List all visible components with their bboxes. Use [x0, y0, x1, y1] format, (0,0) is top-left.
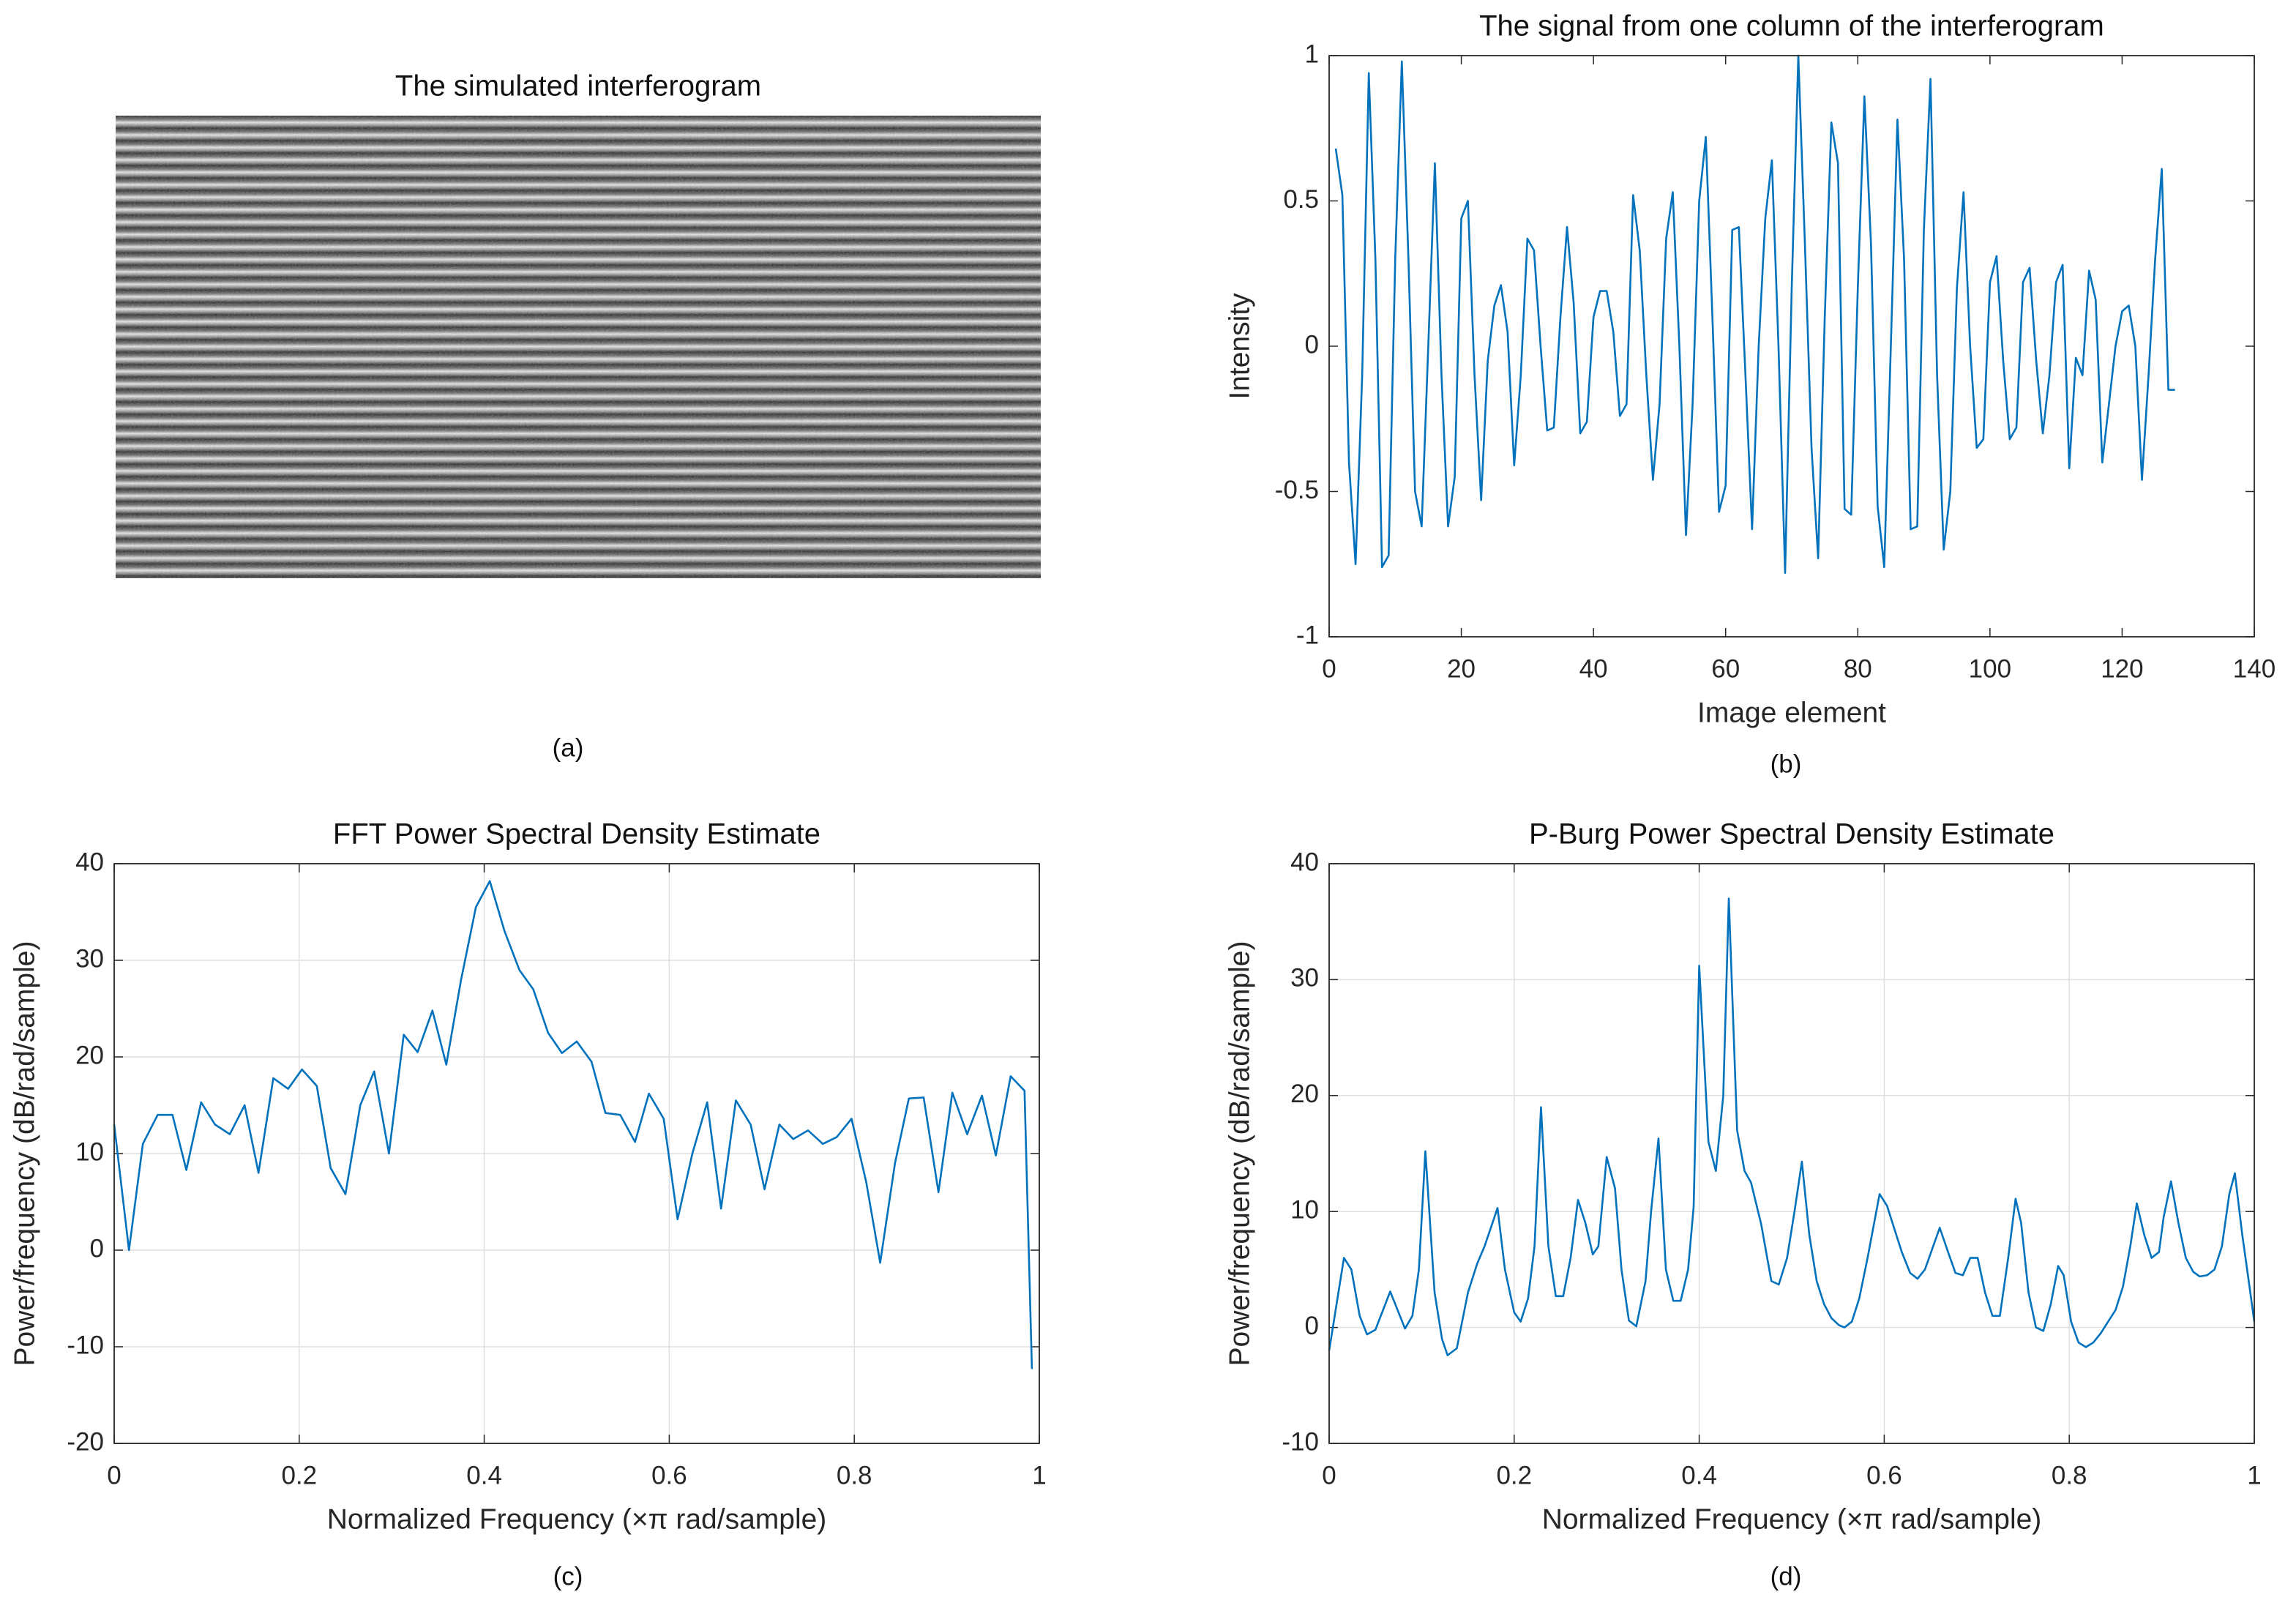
x-tick-label: 0.8 — [2052, 1461, 2087, 1489]
x-axis-label: Image element — [1697, 697, 1886, 728]
y-tick-label: 10 — [75, 1137, 104, 1166]
y-tick-label: 30 — [75, 944, 104, 973]
axes: 0 20 40 60 80 100 120 140 -1 -0.5 0 0.5 1 Image eleme… — [1224, 40, 2276, 728]
y-tick-label: 10 — [1290, 1195, 1319, 1224]
x-tick-label: 0.4 — [466, 1461, 502, 1489]
axes-box — [1328, 863, 2255, 1444]
x-tick-label: 0.2 — [281, 1461, 317, 1489]
caption: (a) — [553, 733, 584, 762]
y-tick-label: 0.5 — [1283, 185, 1319, 214]
plot-area — [1329, 864, 2254, 1443]
x-tick-label: 80 — [1844, 654, 1872, 683]
x-tick-label: 0 — [1322, 1461, 1336, 1489]
axes-box — [113, 863, 1040, 1444]
x-tick-label: 20 — [1447, 654, 1476, 683]
chart-title: P-Burg Power Spectral Density Estimate — [1529, 818, 2054, 851]
x-axis-label: Normalized Frequency (×π rad/sample) — [1542, 1503, 2042, 1535]
y-tick-label: -0.5 — [1275, 476, 1319, 504]
caption: (c) — [553, 1562, 583, 1591]
x-tick-label: 140 — [2233, 654, 2276, 683]
y-tick-label: -1 — [1296, 621, 1319, 649]
x-tick-label: 40 — [1579, 654, 1608, 683]
interferogram-image — [116, 116, 1041, 578]
axes-box — [1328, 55, 2255, 638]
x-tick-label: 0.6 — [651, 1461, 687, 1489]
y-tick-label: 30 — [1290, 964, 1319, 993]
x-tick-label: 0.4 — [1681, 1461, 1717, 1489]
y-tick-label: -10 — [1282, 1427, 1319, 1456]
x-tick-label: 0 — [107, 1461, 121, 1489]
y-tick-label: 0 — [1305, 1312, 1319, 1340]
x-tick-label: 60 — [1711, 654, 1740, 683]
y-tick-label: -10 — [67, 1331, 104, 1359]
y-tick-label: 20 — [1290, 1080, 1319, 1108]
x-tick-label: 1 — [2247, 1461, 2261, 1489]
data-line — [1328, 897, 2256, 1356]
x-tick-label: 120 — [2101, 654, 2143, 683]
data-line — [1334, 54, 2175, 574]
y-axis-label: Intensity — [1224, 293, 1255, 400]
y-tick-label: -20 — [67, 1427, 104, 1456]
axes: 0 0.2 0.4 0.6 0.8 1 -20 -10 0 10 20 30 40 Normalized … — [9, 848, 1046, 1535]
plot-area — [1329, 56, 2254, 637]
noise — [116, 116, 1041, 578]
data-line — [113, 880, 1033, 1369]
chart-title: The signal from one column of the interf… — [1479, 10, 2104, 42]
chart-title: The simulated interferogram — [395, 70, 761, 102]
x-tick-label: 0.2 — [1496, 1461, 1532, 1489]
x-tick-label: 0.8 — [837, 1461, 872, 1489]
y-tick-label: 40 — [75, 848, 104, 876]
x-tick-label: 0.6 — [1866, 1461, 1902, 1489]
y-axis-label: Power/frequency (dB/rad/sample) — [1224, 941, 1255, 1367]
x-axis-label: Normalized Frequency (×π rad/sample) — [327, 1503, 827, 1535]
y-tick-label: 1 — [1305, 40, 1319, 68]
y-tick-label: 0 — [90, 1234, 104, 1263]
x-tick-label: 1 — [1032, 1461, 1046, 1489]
y-tick-label: 40 — [1290, 848, 1319, 876]
y-tick-label: 0 — [1305, 330, 1319, 359]
y-tick-label: 20 — [75, 1041, 104, 1069]
caption: (b) — [1770, 750, 1802, 778]
caption: (d) — [1770, 1562, 1802, 1591]
x-tick-label: 100 — [1969, 654, 2011, 683]
x-tick-label: 0 — [1322, 654, 1336, 683]
chart-title: FFT Power Spectral Density Estimate — [333, 818, 820, 851]
y-axis-label: Power/frequency (dB/rad/sample) — [9, 941, 40, 1367]
